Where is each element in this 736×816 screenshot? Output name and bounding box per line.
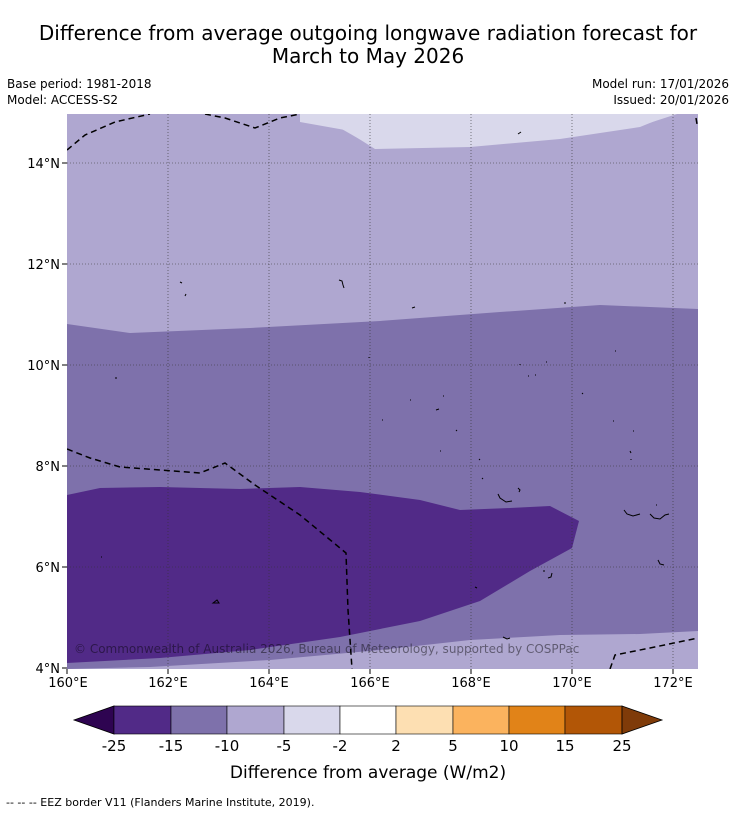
colorbar-label: Difference from average (W/m2) xyxy=(230,763,506,783)
lat-label-14n: 14°N xyxy=(27,157,60,172)
lon-label-160e: 160°E xyxy=(48,676,88,691)
colorbar-tick: -2 xyxy=(333,737,348,755)
lat-label-6n: 6°N xyxy=(36,561,61,576)
lon-label-168e: 168°E xyxy=(451,676,491,691)
lon-axis: 160°E 162°E 164°E 166°E 168°E 170°E 172°… xyxy=(48,669,693,691)
map-gridlines xyxy=(67,114,698,669)
colorbar-tick: 2 xyxy=(391,737,401,755)
colorbar-tick: -10 xyxy=(215,737,240,755)
title-line-1: Difference from average outgoing longwav… xyxy=(38,21,698,45)
colorbar-tick: -25 xyxy=(102,737,127,755)
colorbar-ticks: -25 -15 -10 -5 -2 2 5 10 15 25 xyxy=(102,737,632,755)
lat-label-10n: 10°N xyxy=(27,359,60,374)
lat-axis: 14°N 12°N 10°N 8°N 6°N 4°N xyxy=(27,157,67,677)
lon-label-170e: 170°E xyxy=(552,676,592,691)
base-period: Base period: 1981-2018 xyxy=(7,77,152,91)
colorbar-segment xyxy=(395,705,454,735)
lon-label-172e: 172°E xyxy=(653,676,693,691)
colorbar-tick: 15 xyxy=(555,737,574,755)
lon-label-166e: 166°E xyxy=(350,676,390,691)
map-plot: © Commonwealth of Australia 2026, Bureau… xyxy=(67,114,698,669)
lat-label-4n: 4°N xyxy=(36,662,61,677)
colorbar-segment xyxy=(226,705,285,735)
meta-right: Model run: 17/01/2026 Issued: 20/01/2026 xyxy=(592,76,729,108)
issued-date: Issued: 20/01/2026 xyxy=(613,93,729,107)
lat-label-12n: 12°N xyxy=(27,258,60,273)
colorbar-tick: -5 xyxy=(277,737,292,755)
band-minus25-minus15 xyxy=(67,487,579,663)
colorbar-segment xyxy=(170,705,228,735)
copyright-notice: © Commonwealth of Australia 2026, Bureau… xyxy=(74,642,579,656)
lat-label-8n: 8°N xyxy=(36,460,61,475)
eez-borders xyxy=(67,114,698,669)
colorbar-segment xyxy=(339,705,397,735)
colorbar-tick: -15 xyxy=(159,737,184,755)
islands xyxy=(101,131,670,640)
colorbar-over-arrow xyxy=(621,705,664,735)
model-run: Model run: 17/01/2026 xyxy=(591,77,729,91)
colorbar-tick: 5 xyxy=(448,737,458,755)
model-name: Model: ACCESS-S2 xyxy=(7,93,119,107)
meta-left: Base period: 1981-2018 Model: ACCESS-S2 xyxy=(7,76,152,108)
colorbar-under-arrow xyxy=(72,705,115,735)
colorbar-segment xyxy=(452,705,510,735)
map-title: Difference from average outgoing longwav… xyxy=(0,22,736,68)
colorbar: -25 -15 -10 -5 -2 2 5 10 15 25 Differenc… xyxy=(72,705,664,783)
lon-label-164e: 164°E xyxy=(249,676,289,691)
colorbar-tick: 10 xyxy=(499,737,518,755)
band-minus5-minus2-edge xyxy=(300,114,698,149)
colorbar-segment xyxy=(283,705,341,735)
title-line-2: March to May 2026 xyxy=(271,44,465,68)
colorbar-segment xyxy=(564,705,623,735)
eez-legend: -- -- -- EEZ border V11 (Flanders Marine… xyxy=(6,796,315,809)
colorbar-segment xyxy=(113,705,172,735)
lon-label-162e: 162°E xyxy=(148,676,188,691)
colorbar-segment xyxy=(508,705,566,735)
colorbar-tick: 25 xyxy=(612,737,631,755)
